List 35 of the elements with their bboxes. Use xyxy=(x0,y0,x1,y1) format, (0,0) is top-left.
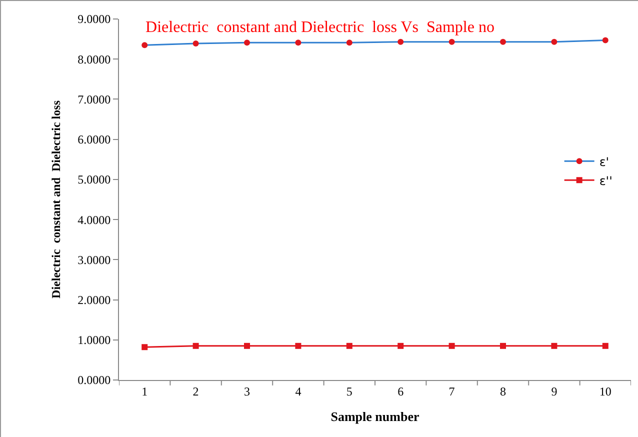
x-tick-label: 2 xyxy=(192,384,199,398)
point xyxy=(295,342,302,349)
point xyxy=(244,342,250,349)
chart-title: Dielectric constant and Dielectric loss Vs Sample no xyxy=(146,18,494,36)
y-tick-label: 8.0000 xyxy=(78,52,111,66)
x-tick-label: 4 xyxy=(295,384,302,398)
point xyxy=(142,344,148,350)
point xyxy=(551,342,558,349)
y-axis-title: Dielectric constant and Dielectric loss xyxy=(48,100,63,298)
point xyxy=(192,342,199,349)
y-tick-label: 4.0000 xyxy=(78,212,111,227)
y-tick-label: 2.0000 xyxy=(78,292,111,307)
y-tick-label: 3.0000 xyxy=(78,252,111,267)
x-tick-label: 5 xyxy=(346,384,352,398)
x-tick-label: 3 xyxy=(244,384,250,398)
point xyxy=(448,342,455,349)
y-tick-label: 6.0000 xyxy=(78,132,111,147)
x-tick-label: 7 xyxy=(448,384,455,398)
y-tick-label: 7.0000 xyxy=(78,92,111,106)
y-tick-label: 5.0000 xyxy=(78,172,111,187)
x-tick-label: 10 xyxy=(599,384,612,398)
point xyxy=(602,342,608,349)
x-tick-label: 1 xyxy=(142,384,148,398)
y-tick-label: 1.0000 xyxy=(78,333,111,348)
x-axis-title: Sample number xyxy=(330,409,420,424)
legend-label: ε' xyxy=(599,154,610,169)
y-tick-label: 0.0000 xyxy=(78,373,111,388)
point xyxy=(346,342,352,349)
legend-label: ε'' xyxy=(599,174,612,188)
point xyxy=(398,342,404,349)
y-tick-label: 9.0000 xyxy=(78,12,111,26)
point xyxy=(500,342,506,349)
x-tick-label: 9 xyxy=(551,384,558,398)
x-tick-label: 8 xyxy=(500,384,506,398)
x-tick-label: 6 xyxy=(398,384,404,398)
